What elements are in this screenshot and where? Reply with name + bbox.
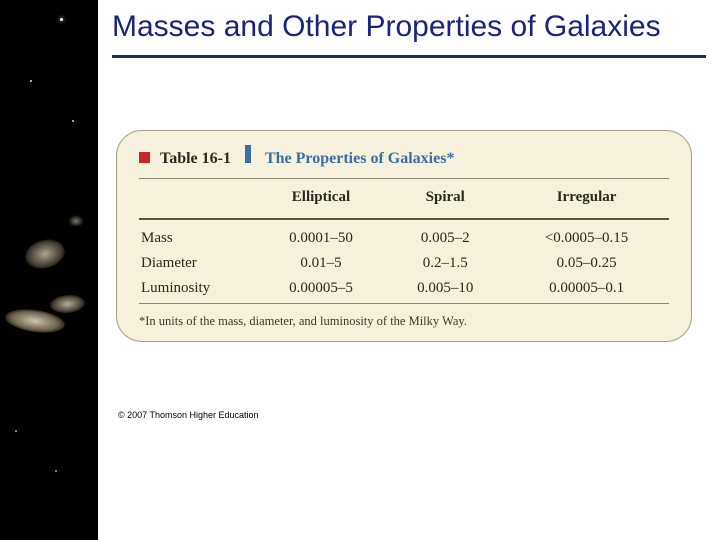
table-cell: 0.0001–50 xyxy=(256,226,387,251)
star-decoration xyxy=(55,470,57,472)
table-cell: 0.2–1.5 xyxy=(386,251,504,276)
table-col-header xyxy=(139,185,256,212)
row-label: Mass xyxy=(139,226,256,251)
table-cell: 0.05–0.25 xyxy=(504,251,669,276)
table-title: The Properties of Galaxies* xyxy=(265,150,454,168)
star-decoration xyxy=(72,120,74,122)
title-underline xyxy=(112,55,706,58)
table-cell: 0.00005–5 xyxy=(256,276,387,301)
table-marker-icon xyxy=(139,152,150,163)
table-header-row: Elliptical Spiral Irregular xyxy=(139,185,669,212)
table-row: Luminosity 0.00005–5 0.005–10 0.00005–0.… xyxy=(139,276,669,301)
table-cell: <0.0005–0.15 xyxy=(504,226,669,251)
table-col-header: Irregular xyxy=(504,185,669,212)
row-label: Luminosity xyxy=(139,276,256,301)
table-rule-thin xyxy=(139,178,669,179)
table-cell: 0.005–2 xyxy=(386,226,504,251)
table-label: Table 16-1 xyxy=(160,150,231,168)
table-cell: 0.00005–0.1 xyxy=(504,276,669,301)
table-col-header: Spiral xyxy=(386,185,504,212)
slide-title: Masses and Other Properties of Galaxies xyxy=(98,0,720,51)
table-panel: Table 16-1 The Properties of Galaxies* E… xyxy=(116,130,692,342)
table-rule-thin xyxy=(139,303,669,304)
table-row xyxy=(139,301,669,310)
copyright-text: © 2007 Thomson Higher Education xyxy=(118,410,259,420)
slide-content: Masses and Other Properties of Galaxies … xyxy=(98,0,720,540)
galaxy-decoration xyxy=(68,215,84,227)
galaxy-decoration xyxy=(22,235,68,272)
row-label: Diameter xyxy=(139,251,256,276)
table-col-header: Elliptical xyxy=(256,185,387,212)
sidebar-astronomy-image xyxy=(0,0,98,540)
table-cell: 0.01–5 xyxy=(256,251,387,276)
star-decoration xyxy=(30,80,32,82)
table-rule-thick xyxy=(139,218,669,220)
properties-table: Elliptical Spiral Irregular Mass 0.0001–… xyxy=(139,185,669,310)
table-row xyxy=(139,212,669,226)
star-decoration xyxy=(60,18,63,21)
star-decoration xyxy=(15,430,17,432)
table-divider-icon xyxy=(245,145,251,163)
table-row: Diameter 0.01–5 0.2–1.5 0.05–0.25 xyxy=(139,251,669,276)
table-caption-row: Table 16-1 The Properties of Galaxies* xyxy=(139,145,669,176)
table-row: Mass 0.0001–50 0.005–2 <0.0005–0.15 xyxy=(139,226,669,251)
galaxy-decoration xyxy=(49,294,85,315)
table-cell: 0.005–10 xyxy=(386,276,504,301)
table-footnote: *In units of the mass, diameter, and lum… xyxy=(139,310,669,329)
